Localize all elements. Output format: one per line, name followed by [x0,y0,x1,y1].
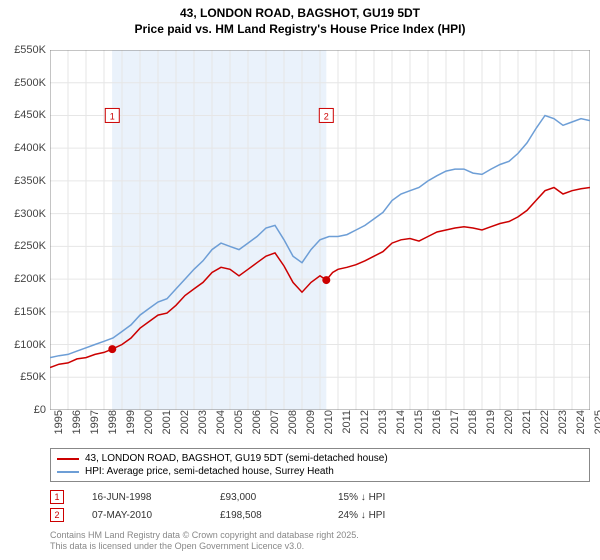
y-tick-label: £450K [14,109,46,121]
footer-note: Contains HM Land Registry data © Crown c… [50,530,359,552]
x-tick-label: 2023 [557,410,569,434]
x-tick-label: 1996 [71,410,83,434]
x-tick-label: 2002 [179,410,191,434]
y-tick-label: £0 [34,404,46,416]
marker-id-box: 2 [50,508,64,522]
y-tick-label: £250K [14,240,46,252]
footer-line-2: This data is licensed under the Open Gov… [50,541,359,552]
legend-label: HPI: Average price, semi-detached house,… [85,466,334,477]
x-tick-label: 2008 [287,410,299,434]
x-axis-labels: 1995 1996 1997 1998 1999 2000 2001 2002 2003 2004… [50,410,590,442]
footer-line-1: Contains HM Land Registry data © Crown c… [50,530,359,541]
x-tick-label: 2010 [323,410,335,434]
legend-swatch [57,458,79,460]
x-tick-label: 2012 [359,410,371,434]
marker-hpi: 15% ↓ HPI [338,492,428,503]
y-tick-label: £550K [14,44,46,56]
x-tick-label: 2024 [575,410,587,434]
y-tick-label: £350K [14,175,46,187]
legend-label: 43, LONDON ROAD, BAGSHOT, GU19 5DT (semi… [85,453,388,464]
y-axis-labels: £0£50K£100K£150K£200K£250K£300K£350K£400… [2,50,48,410]
svg-text:2: 2 [324,111,329,121]
marker-id-box: 1 [50,490,64,504]
y-tick-label: £50K [20,371,46,383]
x-tick-label: 2000 [143,410,155,434]
chart-container: 43, LONDON ROAD, BAGSHOT, GU19 5DT Price… [0,0,600,560]
legend-swatch [57,471,79,473]
x-tick-label: 2014 [395,410,407,434]
legend-row: HPI: Average price, semi-detached house,… [57,465,583,478]
y-tick-label: £150K [14,306,46,318]
x-tick-label: 2017 [449,410,461,434]
title-block: 43, LONDON ROAD, BAGSHOT, GU19 5DT Price… [0,0,600,37]
x-tick-label: 2016 [431,410,443,434]
x-tick-label: 2015 [413,410,425,434]
marker-date: 16-JUN-1998 [92,492,192,503]
x-tick-label: 2025 [593,410,600,434]
x-tick-label: 1997 [89,410,101,434]
x-tick-label: 2022 [539,410,551,434]
marker-row: 2 07-MAY-2010 £198,508 24% ↓ HPI [50,506,590,524]
legend-box: 43, LONDON ROAD, BAGSHOT, GU19 5DT (semi… [50,448,590,482]
markers-table: 1 16-JUN-1998 £93,000 15% ↓ HPI 2 07-MAY-2010… [50,488,590,524]
x-tick-label: 2013 [377,410,389,434]
x-tick-label: 2001 [161,410,173,434]
x-tick-label: 1998 [107,410,119,434]
title-line-2: Price paid vs. HM Land Registry's House … [0,22,600,38]
x-tick-label: 2004 [215,410,227,434]
y-tick-label: £400K [14,142,46,154]
x-tick-label: 1999 [125,410,137,434]
legend-row: 43, LONDON ROAD, BAGSHOT, GU19 5DT (semi… [57,452,583,465]
marker-row: 1 16-JUN-1998 £93,000 15% ↓ HPI [50,488,590,506]
y-tick-label: £200K [14,273,46,285]
x-tick-label: 2021 [521,410,533,434]
title-line-1: 43, LONDON ROAD, BAGSHOT, GU19 5DT [0,6,600,22]
x-tick-label: 2019 [485,410,497,434]
x-tick-label: 2020 [503,410,515,434]
marker-hpi: 24% ↓ HPI [338,510,428,521]
marker-date: 07-MAY-2010 [92,510,192,521]
svg-text:1: 1 [110,111,115,121]
x-tick-label: 2005 [233,410,245,434]
chart-area: 12 £0£50K£100K£150K£200K£250K£300K£350K£… [50,50,590,410]
y-tick-label: £500K [14,77,46,89]
marker-price: £198,508 [220,510,310,521]
y-tick-label: £300K [14,208,46,220]
y-tick-label: £100K [14,339,46,351]
plot-svg: 12 [50,50,590,410]
x-tick-label: 2006 [251,410,263,434]
marker-price: £93,000 [220,492,310,503]
x-tick-label: 2018 [467,410,479,434]
x-tick-label: 1995 [53,410,65,434]
x-tick-label: 2003 [197,410,209,434]
x-tick-label: 2009 [305,410,317,434]
x-tick-label: 2011 [341,410,353,434]
x-tick-label: 2007 [269,410,281,434]
